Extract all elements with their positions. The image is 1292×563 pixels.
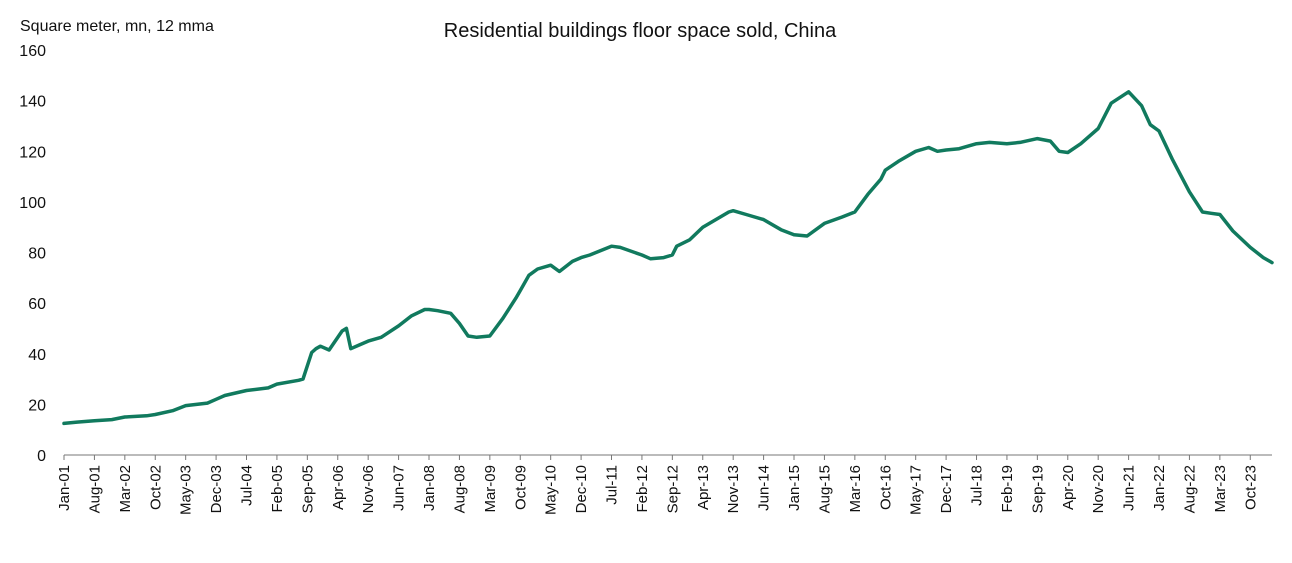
x-tick-label: Oct-09 bbox=[512, 465, 529, 510]
y-tick-label: 60 bbox=[28, 296, 46, 313]
x-tick-label: Jan-22 bbox=[1151, 465, 1168, 511]
series-line bbox=[62, 90, 1274, 426]
x-tick-label: Mar-09 bbox=[482, 465, 499, 513]
x-tick-label: May-17 bbox=[908, 465, 925, 515]
x-tick-label: Jan-15 bbox=[786, 465, 803, 511]
y-axis-unit-label: Square meter, mn, 12 mma bbox=[20, 18, 214, 35]
x-tick-label: Apr-13 bbox=[695, 465, 712, 510]
x-tick-label: Dec-03 bbox=[208, 465, 225, 513]
series-layer bbox=[62, 90, 1274, 426]
x-tick-label: Nov-06 bbox=[360, 465, 377, 513]
y-tick-label: 140 bbox=[19, 94, 46, 111]
x-tick-label: Feb-19 bbox=[999, 465, 1016, 513]
y-tick-label: 160 bbox=[19, 43, 46, 60]
x-tick-label: Jul-11 bbox=[604, 465, 621, 505]
x-tick-label: Jul-18 bbox=[969, 465, 986, 506]
x-tick-label: Dec-10 bbox=[573, 465, 590, 513]
x-tick-label: Sep-19 bbox=[1029, 465, 1046, 513]
y-tick-label: 0 bbox=[37, 448, 46, 465]
y-tick-label: 100 bbox=[19, 195, 46, 212]
x-tick-label: Jun-07 bbox=[391, 465, 408, 511]
x-tick-label: Feb-12 bbox=[634, 465, 651, 513]
x-tick-label: Jun-21 bbox=[1121, 465, 1138, 511]
x-tick-label: Sep-12 bbox=[664, 465, 681, 513]
x-tick-label: Jul-04 bbox=[239, 465, 256, 506]
y-tick-label: 20 bbox=[28, 397, 46, 414]
x-tick-label: May-03 bbox=[178, 465, 195, 515]
x-tick-label: Sep-05 bbox=[299, 465, 316, 513]
x-tick-label: Aug-01 bbox=[86, 465, 103, 513]
x-tick-label: Mar-16 bbox=[847, 465, 864, 513]
y-tick-label: 80 bbox=[28, 246, 46, 263]
x-tick-label: Apr-06 bbox=[330, 465, 347, 510]
chart-title: Residential buildings floor space sold, … bbox=[444, 20, 837, 42]
x-tick-label: Mar-02 bbox=[117, 465, 134, 513]
x-tick-label: Oct-23 bbox=[1242, 465, 1259, 510]
y-axis: 0 20 40 60 80 100 120 140 160 bbox=[19, 43, 46, 465]
x-tick-label: Oct-02 bbox=[147, 465, 164, 510]
x-tick-label: Feb-05 bbox=[269, 465, 286, 513]
x-tick-label: Dec-17 bbox=[938, 465, 955, 513]
x-tick-label: Apr-20 bbox=[1060, 465, 1077, 510]
x-tick-label: Aug-15 bbox=[816, 465, 833, 513]
y-tick-label: 120 bbox=[19, 144, 46, 161]
y-tick-label: 40 bbox=[28, 347, 46, 364]
x-tick-label: Nov-20 bbox=[1090, 465, 1107, 513]
x-tick-label: Aug-22 bbox=[1181, 465, 1198, 513]
x-tick-label: Aug-08 bbox=[451, 465, 468, 513]
x-tick-label: Jun-14 bbox=[756, 465, 773, 511]
x-axis: Jan-01 Aug-01 Mar-02 Oct-02 May-03 Dec-03 Jul-… bbox=[56, 454, 1272, 515]
x-tick-label: Nov-13 bbox=[725, 465, 742, 513]
x-tick-label: Mar-23 bbox=[1212, 465, 1229, 513]
x-tick-label: Jan-08 bbox=[421, 465, 438, 511]
x-tick-label: Oct-16 bbox=[877, 465, 894, 510]
x-tick-label: May-10 bbox=[543, 465, 560, 515]
x-tick-label: Jan-01 bbox=[56, 465, 73, 511]
